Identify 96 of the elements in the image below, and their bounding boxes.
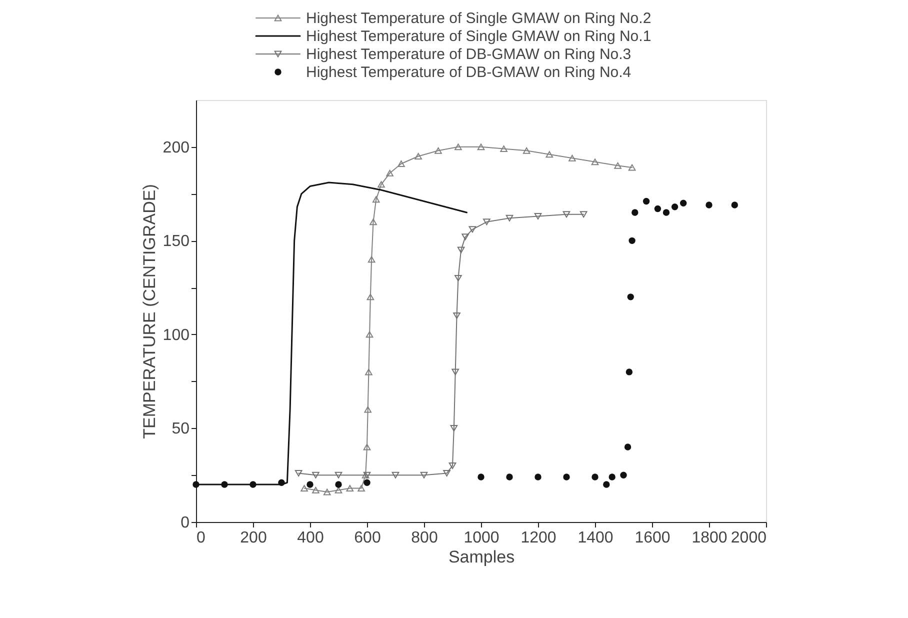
point [457,246,465,254]
point [632,209,638,216]
point [312,486,320,494]
y-axis-title: TEMPERATURE (CENTIGRADE) [140,184,159,439]
legend-label: Highest Temperature of Single GMAW on Ring No.2 [306,10,652,27]
point [366,331,374,338]
point [364,406,372,413]
point [278,479,285,486]
point [591,158,599,166]
y-tick-label: 150 [162,233,190,250]
x-tick-label: 0 [196,530,206,546]
point [294,470,302,476]
y-tick-label: 100 [162,326,190,344]
y-tick-label: 0 [180,514,190,532]
point [221,481,228,488]
point [706,202,712,208]
point [334,472,342,478]
point [453,312,460,319]
point [620,472,627,478]
point [534,474,542,480]
point [454,144,462,150]
y-tick-label: 200 [162,139,190,156]
x-tick-label: 1400 [578,530,614,546]
point [372,196,380,203]
point [477,144,485,150]
point [603,481,610,488]
point [386,170,394,176]
point [414,153,422,160]
point [366,294,374,300]
point [627,294,634,300]
point [626,368,633,376]
x-tick-label: 1800 [692,530,728,546]
point [546,151,554,158]
point [454,274,462,282]
point [365,368,372,376]
point [334,486,342,494]
point [580,211,588,218]
point [568,154,576,162]
point [628,164,636,171]
point [468,226,476,233]
point [654,205,662,212]
point [483,218,490,226]
legend-label: Highest Temperature of DB-GMAW on Ring No.4 [306,64,632,81]
point [398,160,405,168]
point [364,479,370,486]
point [378,181,385,188]
point [306,481,314,488]
point [370,218,377,226]
point [642,198,650,205]
point [534,213,542,220]
point [358,485,365,492]
legend-label: Highest Temperature of DB-GMAW on Ring No.3 [306,46,632,63]
point [671,204,678,210]
point [368,256,376,263]
point [323,488,331,496]
point [500,146,508,152]
point [506,474,513,480]
point [363,444,371,450]
point [522,147,530,154]
point [506,214,514,222]
point [335,481,342,488]
x-tick-label: 200 [240,530,267,546]
point [420,472,428,478]
x-tick-label: 800 [411,530,438,546]
point [250,481,256,488]
point [462,234,469,240]
point [452,368,460,376]
point [662,209,670,216]
x-tick-label: 1600 [634,530,670,546]
point [731,202,738,208]
point [450,424,458,432]
x-tick-label: 1000 [464,530,500,546]
point [300,485,308,492]
point [628,237,636,244]
legend-label: Highest Temperature of Single GMAW on Ring No.1 [306,28,652,45]
point [680,200,687,207]
point [443,470,450,476]
x-tick-label: 400 [297,530,324,546]
y-tick-label: 50 [172,420,190,438]
point [562,211,570,218]
point [192,481,200,488]
x-tick-label: 600 [354,530,381,546]
point [614,162,622,169]
point [392,472,400,478]
point [563,474,570,480]
point [312,472,320,478]
x-tick-label: 2000 [730,530,767,546]
point [448,462,456,469]
point [608,474,616,480]
point [478,474,484,480]
point [434,147,442,154]
point [346,485,354,492]
point [624,444,632,450]
x-axis-title: Samples [448,548,515,566]
point [592,474,598,480]
x-tick-label: 1200 [520,530,556,546]
